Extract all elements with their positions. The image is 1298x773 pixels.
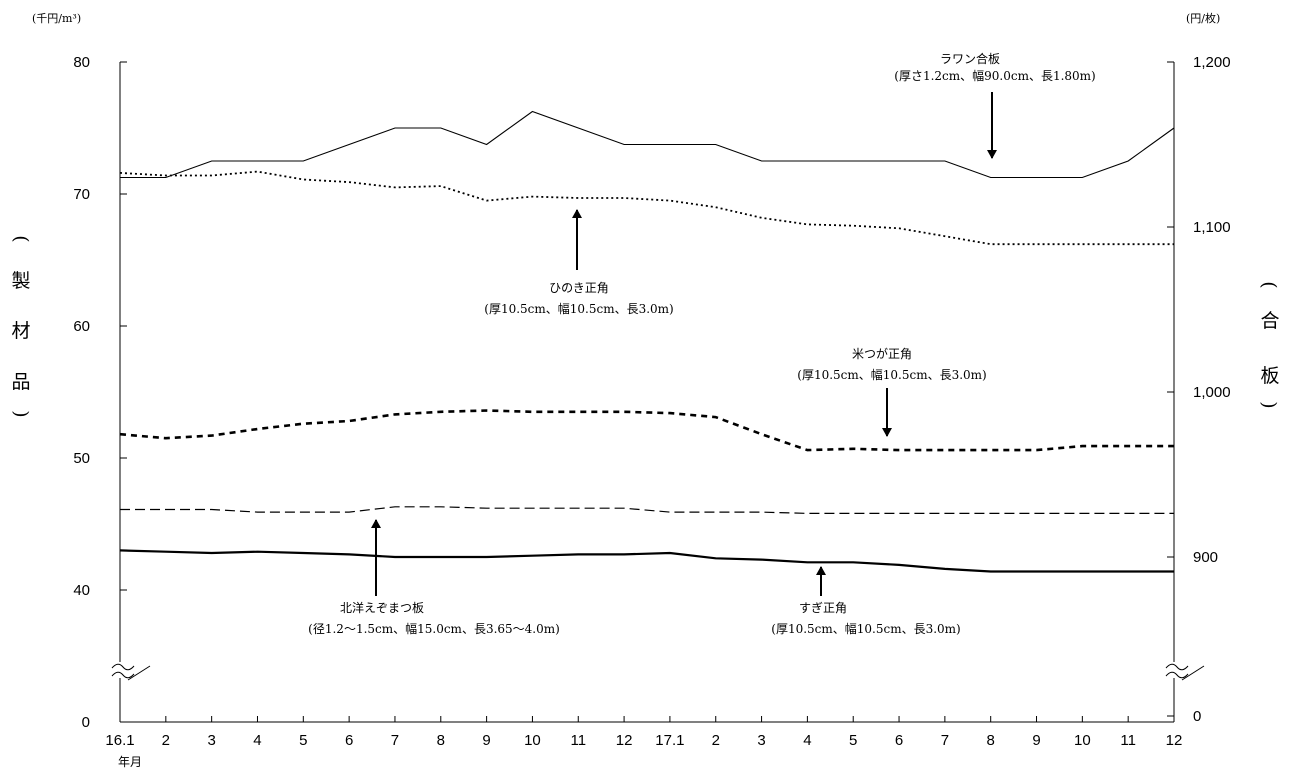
x-tick-label: 4 <box>253 732 261 749</box>
x-tick-label: 8 <box>987 732 995 749</box>
right-tick-label: 1,100 <box>1193 219 1231 236</box>
series-detail-label: (厚10.5cm、幅10.5cm、長3.0m) <box>797 367 986 382</box>
x-tick-label: 5 <box>299 732 307 749</box>
left-tick-label: 70 <box>73 186 90 203</box>
right-axis-title-char: ) <box>1258 401 1280 408</box>
left-tick-label: 50 <box>73 450 90 467</box>
axis-break-mark <box>1165 663 1189 671</box>
right-axis-title-char: ( <box>1258 281 1280 288</box>
x-tick-label: 11 <box>1120 732 1136 749</box>
left-unit-label: (千円/m³) <box>32 12 81 25</box>
right-axis-title-char: 板 <box>1260 365 1279 387</box>
x-tick-label: 17.1 <box>655 732 684 749</box>
axis-break-mark <box>1165 671 1189 679</box>
right-tick-label: 1,000 <box>1193 384 1231 401</box>
x-tick-label: 5 <box>849 732 857 749</box>
series-name-label: 米つが正角 <box>852 346 912 361</box>
left-axis-title-char: ( <box>10 235 32 242</box>
x-tick-label: 3 <box>757 732 765 749</box>
annotation-arrow-head <box>816 566 826 575</box>
x-tick-label: 6 <box>345 732 353 749</box>
left-tick-label: 40 <box>73 582 90 599</box>
x-tick-label: 16.1 <box>105 732 134 749</box>
series-name-label: 北洋えぞまつ板 <box>340 600 424 615</box>
right-unit-label: (円/枚) <box>1186 11 1220 25</box>
series-line-4 <box>120 506 1174 515</box>
x-tick-label: 8 <box>437 732 445 749</box>
x-tick-label: 2 <box>712 732 720 749</box>
axis-break-mark <box>111 671 135 679</box>
x-tick-label: 2 <box>162 732 170 749</box>
series-line-3 <box>119 409 1174 452</box>
right-axis-title-char: 合 <box>1260 310 1279 332</box>
series-line-1 <box>120 110 1175 179</box>
series-detail-label: (厚10.5cm、幅10.5cm、長3.0m) <box>771 621 960 636</box>
axis-break-mark <box>127 665 151 681</box>
series-name-label: ひのき正角 <box>549 281 609 295</box>
series-name-label: すぎ正角 <box>799 601 847 615</box>
axis-break-mark <box>111 663 135 671</box>
x-tick-label: 10 <box>1074 732 1091 749</box>
x-tick-label: 12 <box>616 732 633 749</box>
x-tick-label: 9 <box>482 732 490 749</box>
series-line-2 <box>119 170 1174 246</box>
left-axis-title-char: ) <box>10 410 32 417</box>
left-tick-label: 60 <box>73 318 90 335</box>
right-tick-label: 0 <box>1193 708 1201 725</box>
left-tick-label: 80 <box>73 54 90 71</box>
left-axis-title-char: 材 <box>11 320 30 342</box>
x-tick-label: 7 <box>391 732 399 749</box>
x-tick-label: 6 <box>895 732 903 749</box>
series-line-5 <box>119 549 1174 573</box>
axis-break-mark <box>1181 665 1205 681</box>
x-tick-label: 4 <box>803 732 811 749</box>
series-detail-label: (径1.2〜1.5cm、幅15.0cm、長3.65〜4.0m) <box>308 621 560 636</box>
labels: 0 40 50 60 70 80 0 900 1,000 1,100 1,200 16.1 2 3 4 5 6 7… <box>10 11 1280 769</box>
axis-break-gap <box>1168 662 1180 678</box>
annotation-arrow-head <box>371 519 381 528</box>
series-detail-label: (厚さ1.2cm、幅90.0cm、長1.80m) <box>894 68 1095 83</box>
axis-break-gap <box>114 662 126 678</box>
x-tick-label: 9 <box>1032 732 1040 749</box>
annotation-arrow-head <box>987 150 997 159</box>
x-tick-label: 3 <box>207 732 215 749</box>
annotation-arrow-head <box>882 428 892 437</box>
x-tick-label: 12 <box>1166 732 1183 749</box>
x-sub-label: 年月 <box>118 755 142 769</box>
right-tick-label: 1,200 <box>1193 54 1231 71</box>
series-lines <box>119 110 1175 573</box>
x-tick-label: 11 <box>570 732 586 749</box>
left-axis-title-char: 製 <box>11 270 30 292</box>
series-detail-label: (厚10.5cm、幅10.5cm、長3.0m) <box>484 301 673 316</box>
x-tick-label: 10 <box>524 732 541 749</box>
annotation-arrow-head <box>572 209 582 218</box>
x-tick-label: 7 <box>941 732 949 749</box>
right-tick-label: 900 <box>1193 549 1218 566</box>
left-axis-title-char: 品 <box>11 371 30 393</box>
axes <box>111 61 1205 723</box>
left-tick-label: 0 <box>82 714 90 731</box>
series-name-label: ラワン合板 <box>940 51 1000 66</box>
